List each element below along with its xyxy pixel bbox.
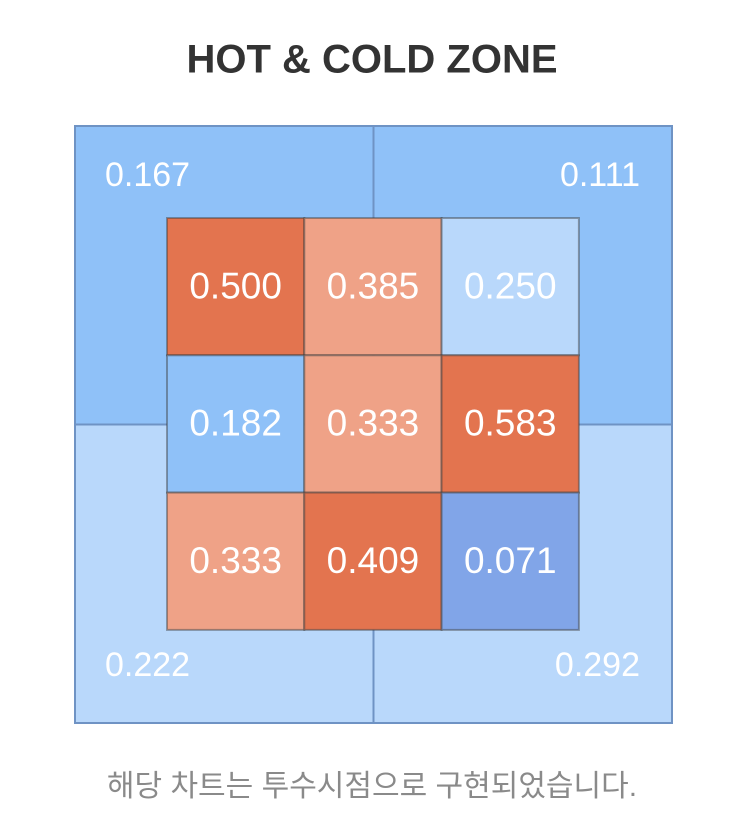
inner-zone-label: 0.182 [189, 403, 282, 444]
inner-zone [166, 354, 306, 494]
zone-grid: 0.167 0.111 0.222 0.292 0.500 0.385 0.250 0.182… [74, 125, 673, 724]
outer-zone-label: 0.222 [105, 646, 190, 684]
footnote: 해당 차트는 투수시점으로 구현되었습니다. [107, 770, 637, 803]
inner-zone-label: 0.500 [189, 265, 282, 306]
outer-zone-label: 0.111 [560, 156, 640, 194]
outer-zone-label: 0.167 [105, 156, 190, 194]
inner-zone [303, 491, 443, 631]
inner-zone-label: 0.333 [327, 403, 420, 444]
inner-zone-label: 0.071 [464, 540, 557, 581]
inner-zone-label: 0.409 [327, 540, 420, 581]
inner-zone [440, 491, 580, 631]
inner-zone-label: 0.385 [327, 265, 420, 306]
inner-zone [440, 354, 580, 494]
inner-zone-label: 0.583 [464, 403, 557, 444]
inner-zone [303, 217, 443, 357]
inner-zone-label: 0.250 [464, 265, 557, 306]
outer-zone-label: 0.292 [555, 646, 640, 684]
inner-zone [303, 354, 443, 494]
chart-title: HOT & COLD ZONE [186, 38, 557, 82]
inner-zone-label: 0.333 [189, 540, 282, 581]
